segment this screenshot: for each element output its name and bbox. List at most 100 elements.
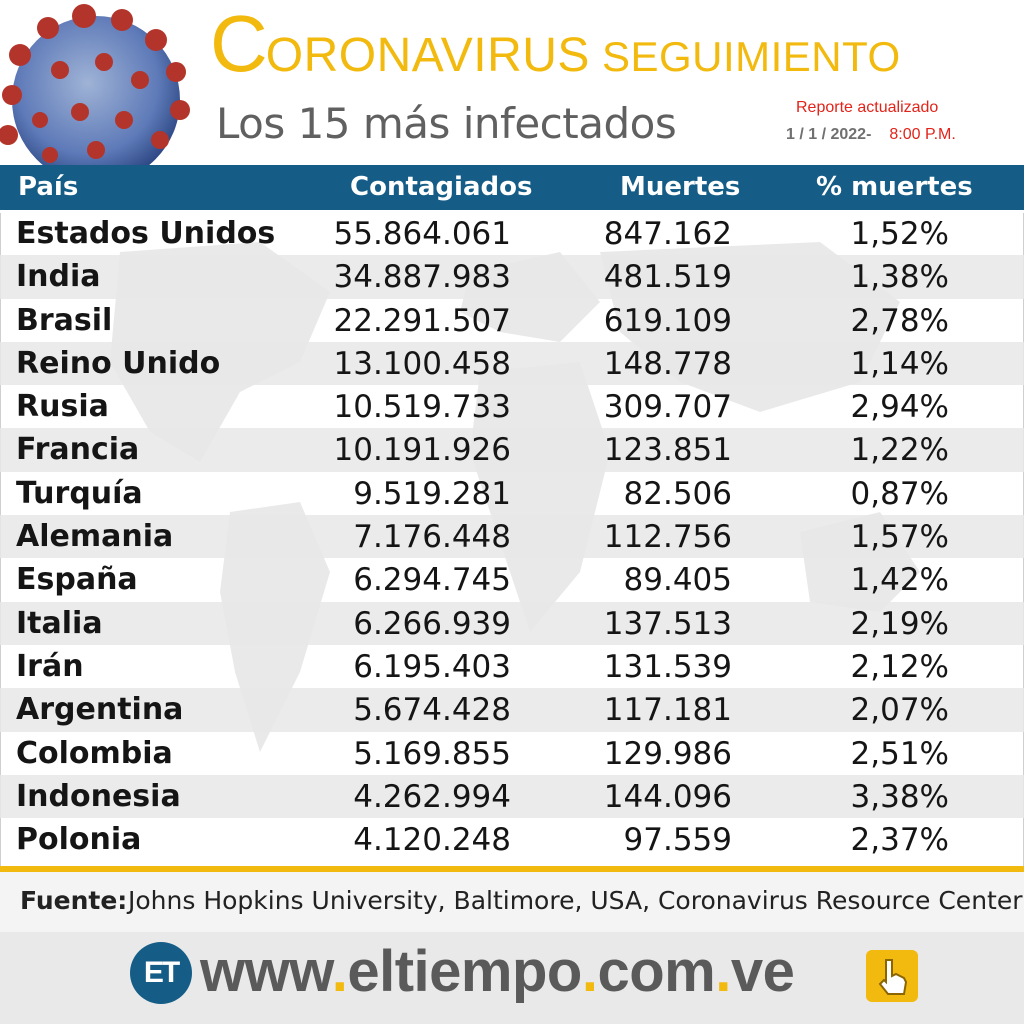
cell-deaths: 619.109: [603, 302, 732, 339]
cell-death-pct: 2,78%: [850, 302, 949, 339]
cell-death-pct: 2,12%: [850, 648, 949, 685]
cell-cases: 10.191.926: [333, 432, 512, 469]
cell-deaths: 144.096: [603, 778, 732, 815]
table-body: Estados Unidos 55.864.061 847.162 1,52% Ind…: [0, 212, 1024, 861]
divider: [0, 866, 1024, 872]
cell-country: Francia: [16, 432, 140, 468]
coronavirus-image: [0, 0, 192, 165]
cell-deaths: 847.162: [603, 216, 732, 252]
page-title: CORONAVIRUS SEGUIMIENTO: [210, 4, 901, 97]
header: CORONAVIRUS SEGUIMIENTO Los 15 más infect…: [0, 0, 1024, 165]
url-part: com: [597, 939, 716, 1004]
cell-death-pct: 2,94%: [850, 389, 949, 426]
url-part: ve: [730, 939, 795, 1004]
cell-cases: 13.100.458: [333, 345, 512, 382]
col-header-cases: Contagiados: [350, 172, 533, 202]
cell-deaths: 131.539: [603, 648, 732, 685]
cell-deaths: 137.513: [603, 605, 732, 642]
cell-deaths: 112.756: [603, 519, 732, 556]
cell-deaths: 148.778: [603, 345, 732, 382]
cell-cases: 4.262.994: [353, 778, 511, 815]
cell-death-pct: 2,07%: [850, 692, 949, 729]
table-row: Francia 10.191.926 123.851 1,22%: [0, 428, 1024, 472]
report-time: 8:00 P.M.: [889, 126, 956, 143]
table-row: Brasil 22.291.507 619.109 2,78%: [0, 299, 1024, 342]
report-date: 1 / 1 / 2022-: [786, 126, 872, 143]
table-row: Indonesia 4.262.994 144.096 3,38%: [0, 774, 1024, 819]
title-word: ORONAVIRUS: [265, 29, 590, 82]
brand-bar: ET www.eltiempo.com.ve: [0, 932, 1024, 1024]
cell-death-pct: 2,37%: [850, 822, 949, 859]
cell-deaths: 123.851: [603, 432, 732, 469]
cell-country: Irán: [16, 648, 84, 684]
cell-country: Italia: [16, 605, 103, 641]
cell-cases: 4.120.248: [353, 822, 511, 859]
table-row: Rusia 10.519.733 309.707 2,94%: [0, 385, 1024, 428]
source-bar: Fuente: Johns Hopkins University, Baltim…: [0, 872, 1024, 932]
cell-cases: 5.169.855: [353, 735, 511, 772]
table-row: Reino Unido 13.100.458 148.778 1,14%: [0, 341, 1024, 386]
cell-cases: 6.294.745: [353, 562, 511, 599]
col-header-deaths: Muertes: [620, 172, 741, 202]
url-dot: .: [331, 939, 348, 1004]
cell-cases: 7.176.448: [353, 519, 511, 556]
cell-death-pct: 1,42%: [850, 562, 949, 599]
cell-country: Estados Unidos: [16, 216, 276, 251]
table-row: Estados Unidos 55.864.061 847.162 1,52%: [0, 212, 1024, 255]
cell-country: Reino Unido: [16, 345, 221, 381]
cell-country: Turquía: [16, 475, 143, 511]
report-label: Reporte actualizado: [796, 99, 939, 116]
cell-country: España: [16, 562, 138, 598]
url-part: www: [200, 939, 332, 1004]
cell-cases: 5.674.428: [353, 692, 511, 729]
cell-death-pct: 1,38%: [850, 259, 949, 296]
title-seguimiento: SEGUIMIENTO: [601, 33, 901, 80]
report-datetime: 1 / 1 / 2022- 8:00 P.M.: [786, 126, 956, 144]
source-label: Fuente:: [20, 886, 128, 915]
source-text: Johns Hopkins University, Baltimore, USA…: [128, 886, 1023, 915]
cell-country: Brasil: [16, 302, 113, 338]
table-row: Italia 6.266.939 137.513 2,19%: [0, 601, 1024, 645]
table-row: Alemania 7.176.448 112.756 1,57%: [0, 515, 1024, 559]
table-row: España 6.294.745 89.405 1,42%: [0, 558, 1024, 601]
url-dot: .: [715, 939, 731, 1004]
cell-deaths: 117.181: [603, 692, 732, 729]
cell-deaths: 129.986: [603, 735, 732, 772]
cell-cases: 9.519.281: [353, 475, 511, 512]
cell-deaths: 89.405: [623, 562, 732, 599]
cell-country: Alemania: [16, 519, 174, 555]
cell-cases: 6.266.939: [353, 605, 511, 642]
cell-country: Colombia: [16, 735, 173, 771]
cell-cases: 22.291.507: [333, 302, 512, 339]
website-link[interactable]: www.eltiempo.com.ve: [200, 938, 795, 1005]
cell-deaths: 481.519: [603, 259, 732, 296]
table-row: Colombia 5.169.855 129.986 2,51%: [0, 732, 1024, 775]
et-logo: ET: [130, 942, 192, 1004]
cell-cases: 55.864.061: [333, 216, 512, 252]
cell-cases: 10.519.733: [333, 389, 512, 426]
cell-death-pct: 0,87%: [850, 475, 949, 512]
cell-cases: 34.887.983: [333, 259, 512, 296]
cell-country: Indonesia: [16, 778, 181, 814]
cell-death-pct: 2,51%: [850, 735, 949, 772]
cell-death-pct: 3,38%: [850, 778, 949, 815]
cell-deaths: 97.559: [623, 822, 732, 859]
cell-country: Argentina: [16, 692, 184, 728]
cell-country: Polonia: [16, 822, 142, 858]
cell-cases: 6.195.403: [353, 648, 511, 685]
table-row: Turquía 9.519.281 82.506 0,87%: [0, 472, 1024, 515]
cell-death-pct: 1,22%: [850, 432, 949, 469]
url-part: eltiempo: [347, 939, 582, 1004]
table-row: Irán 6.195.403 131.539 2,12%: [0, 645, 1024, 688]
cell-death-pct: 1,57%: [850, 519, 949, 556]
table-row: Argentina 5.674.428 117.181 2,07%: [0, 688, 1024, 732]
title-initial: C: [210, 0, 268, 88]
url-dot: .: [581, 939, 598, 1004]
cell-country: India: [16, 259, 101, 295]
cell-death-pct: 1,14%: [850, 345, 949, 382]
table-header: País Contagiados Muertes % muertes: [0, 165, 1024, 213]
page-subtitle: Los 15 más infectados: [216, 99, 677, 148]
col-header-country: País: [18, 172, 79, 202]
cell-deaths: 82.506: [623, 475, 732, 512]
cell-deaths: 309.707: [603, 389, 732, 426]
